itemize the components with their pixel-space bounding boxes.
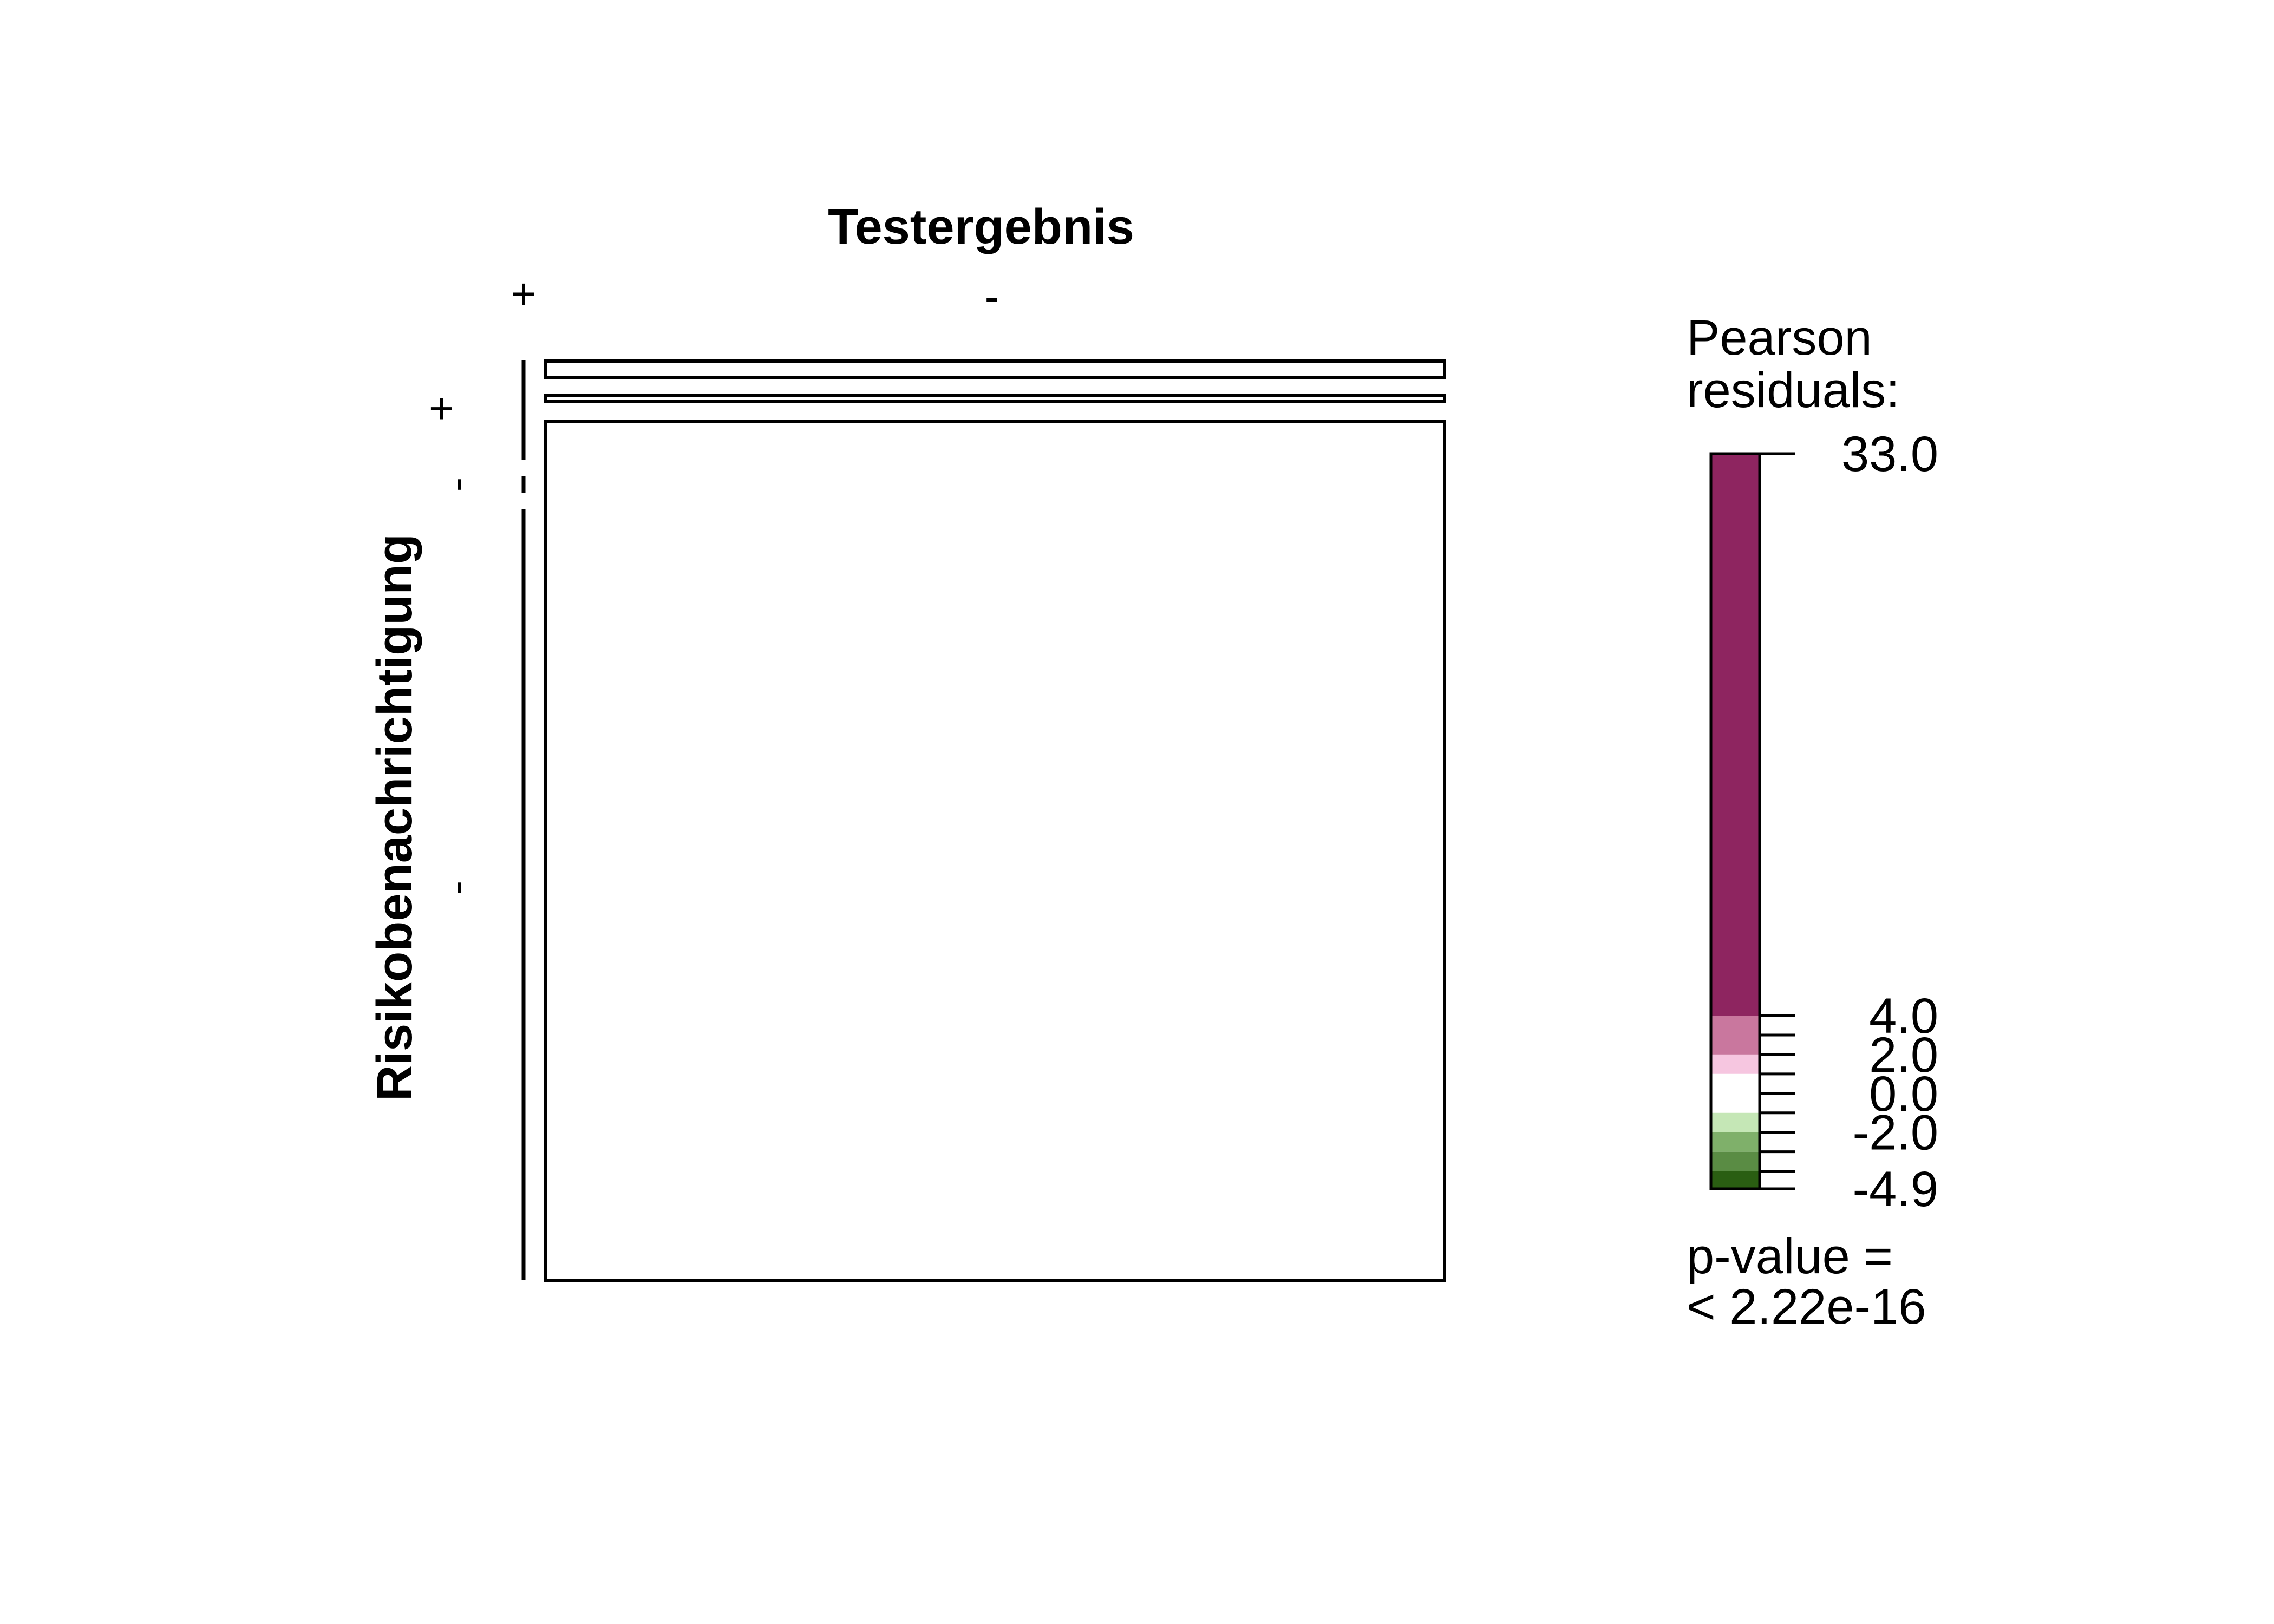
pvalue-line2: < 2.22e-16 <box>1687 1279 1926 1334</box>
column-variable-title: Testergebnis <box>828 199 1134 254</box>
legend-colorbar-outline <box>1709 452 1761 1190</box>
legend-band-7 <box>1711 1171 1760 1189</box>
legend-band-3 <box>1711 1073 1760 1113</box>
row-sublevel-minus-label: - <box>432 477 480 492</box>
column-level-minus: - <box>985 272 999 320</box>
row-level-plus: + <box>417 396 465 422</box>
legend-band-4 <box>1711 1112 1760 1132</box>
legend-tick-label-1: 4.0 <box>1869 988 1938 1044</box>
legend-title-line2: residuals: <box>1687 363 1900 418</box>
legend-title-line1: Pearson <box>1687 310 1872 365</box>
legend-tick-label-5: -4.9 <box>1852 1162 1938 1217</box>
tile-row-plus-col-minus <box>544 359 1446 379</box>
legend-band-1 <box>1711 1016 1760 1055</box>
tile-row-plus-col-minus-b <box>544 394 1446 403</box>
legend-band-5 <box>1711 1132 1760 1152</box>
tile-row-minus-col-minus <box>544 420 1446 1282</box>
pvalue-line1: p-value = <box>1687 1229 1893 1284</box>
legend-band-2 <box>1711 1054 1760 1074</box>
column-level-plus: + <box>511 270 537 318</box>
legend-tick-label-0: 33.0 <box>1841 427 1938 482</box>
legend-tick-label-2: 2.0 <box>1869 1027 1938 1083</box>
legend-tick-label-4: -2.0 <box>1852 1105 1938 1161</box>
row-level-minus: - <box>432 881 480 895</box>
legend-band-6 <box>1711 1151 1760 1171</box>
legend-ticks: 33.0 4.02.00.0-2.0-4.9 <box>1760 427 1938 1217</box>
legend-colorbar <box>1709 452 1761 1190</box>
legend-band-0 <box>1711 454 1760 1016</box>
legend-tick-label-3: 0.0 <box>1869 1066 1938 1122</box>
row-variable-title: Risikobenachrichtigung <box>367 534 422 1101</box>
